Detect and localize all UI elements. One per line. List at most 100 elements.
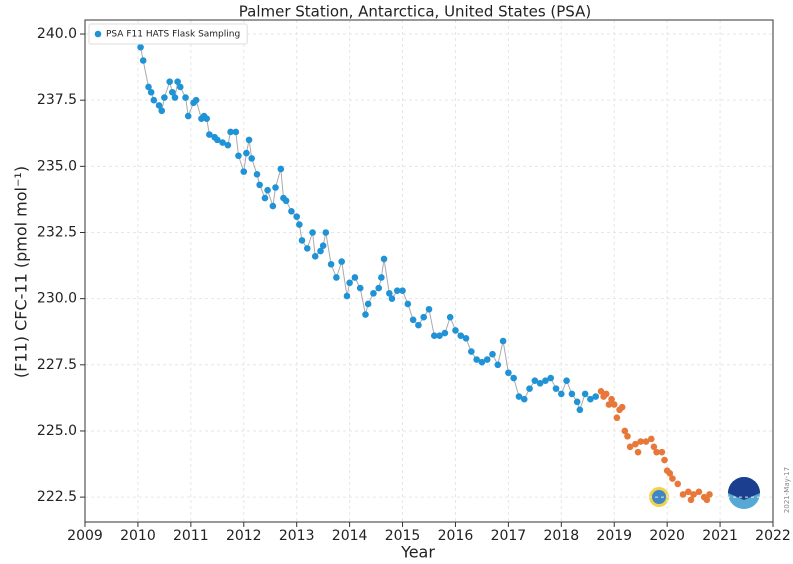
data-point [706, 491, 713, 498]
x-tick-label: 2022 [755, 528, 791, 544]
data-point [552, 385, 560, 392]
data-point [531, 377, 539, 384]
data-point [317, 247, 324, 255]
data-point [452, 327, 459, 334]
data-point [647, 435, 655, 443]
data-point [624, 432, 631, 440]
data-point [605, 401, 613, 408]
data-point [626, 443, 634, 451]
x-tick-label: 2017 [491, 528, 527, 544]
data-point [592, 393, 600, 400]
data-point [637, 438, 644, 445]
data-point [399, 287, 406, 295]
data-point [425, 305, 433, 313]
data-point [333, 274, 340, 281]
data-point [256, 181, 263, 189]
data-point [462, 335, 470, 342]
x-tick-label: 2018 [543, 528, 579, 544]
x-tick-label: 2020 [649, 528, 685, 544]
data-point [147, 88, 155, 96]
data-point [568, 390, 576, 398]
data-point [322, 229, 330, 236]
data-point [161, 94, 168, 101]
data-point [446, 313, 454, 321]
y-tick-label: 235.0 [37, 158, 77, 174]
y-tick-label: 225.0 [37, 423, 77, 439]
data-point [634, 448, 642, 456]
data-point [264, 186, 271, 194]
data-point [510, 374, 517, 382]
data-point [558, 390, 565, 398]
data-point [203, 115, 211, 123]
data-point [679, 491, 687, 498]
data-point [473, 356, 480, 363]
data-point [608, 395, 615, 403]
data-point [370, 290, 377, 297]
data-point [261, 194, 269, 202]
data-point [563, 377, 570, 384]
data-point [669, 475, 676, 482]
data-point [613, 414, 621, 422]
data-point [362, 311, 369, 318]
data-point [658, 448, 666, 456]
y-tick-label: 237.5 [37, 92, 77, 108]
data-point [505, 369, 512, 377]
x-tick-label: 2011 [173, 528, 209, 544]
data-point [174, 78, 181, 85]
data-point [309, 229, 316, 236]
data-point [375, 284, 383, 292]
x-tick-label: 2009 [67, 528, 103, 544]
data-point [356, 284, 364, 292]
data-point [219, 139, 226, 146]
x-tick-label: 2013 [279, 528, 315, 544]
data-point [150, 96, 158, 104]
data-point [393, 287, 401, 295]
data-point [515, 393, 523, 400]
data-point [277, 165, 285, 173]
data-point [666, 470, 674, 477]
data-point [158, 107, 166, 115]
data-point [166, 78, 173, 85]
data-point [526, 385, 533, 392]
data-point [581, 390, 589, 398]
data-point [293, 213, 300, 220]
data-point [327, 260, 335, 268]
data-point [346, 279, 353, 287]
data-point [650, 443, 658, 451]
data-point [343, 292, 351, 300]
data-point [661, 456, 668, 464]
data-point [695, 488, 703, 496]
data-point [296, 221, 303, 228]
data-point [499, 337, 507, 345]
data-point [468, 348, 475, 355]
data-point [602, 390, 610, 398]
data-point [338, 258, 345, 265]
data-point [547, 374, 555, 382]
data-point [441, 329, 449, 337]
data-point [587, 395, 594, 403]
data-point [430, 332, 438, 340]
data-point [269, 202, 277, 210]
data-point [378, 274, 385, 281]
date-stamp: 2021-May-17 [783, 467, 791, 513]
data-point [137, 43, 144, 51]
data-point [364, 300, 372, 308]
data-point [674, 480, 682, 488]
data-point [380, 255, 388, 263]
data-point [214, 136, 221, 144]
data-point [420, 313, 428, 321]
data-point [169, 88, 176, 96]
data-point [282, 197, 290, 205]
data-point [184, 112, 192, 120]
data-point [642, 438, 650, 445]
data-point [415, 321, 422, 329]
y-tick-label: 227.5 [37, 357, 77, 373]
x-tick-label: 2015 [385, 528, 421, 544]
x-tick-label: 2012 [226, 528, 262, 544]
noaa-logo [728, 477, 760, 509]
data-point [386, 290, 393, 297]
x-axis-label: Year [400, 543, 435, 562]
data-point [653, 448, 660, 456]
data-point [351, 274, 359, 281]
data-point [240, 168, 248, 175]
